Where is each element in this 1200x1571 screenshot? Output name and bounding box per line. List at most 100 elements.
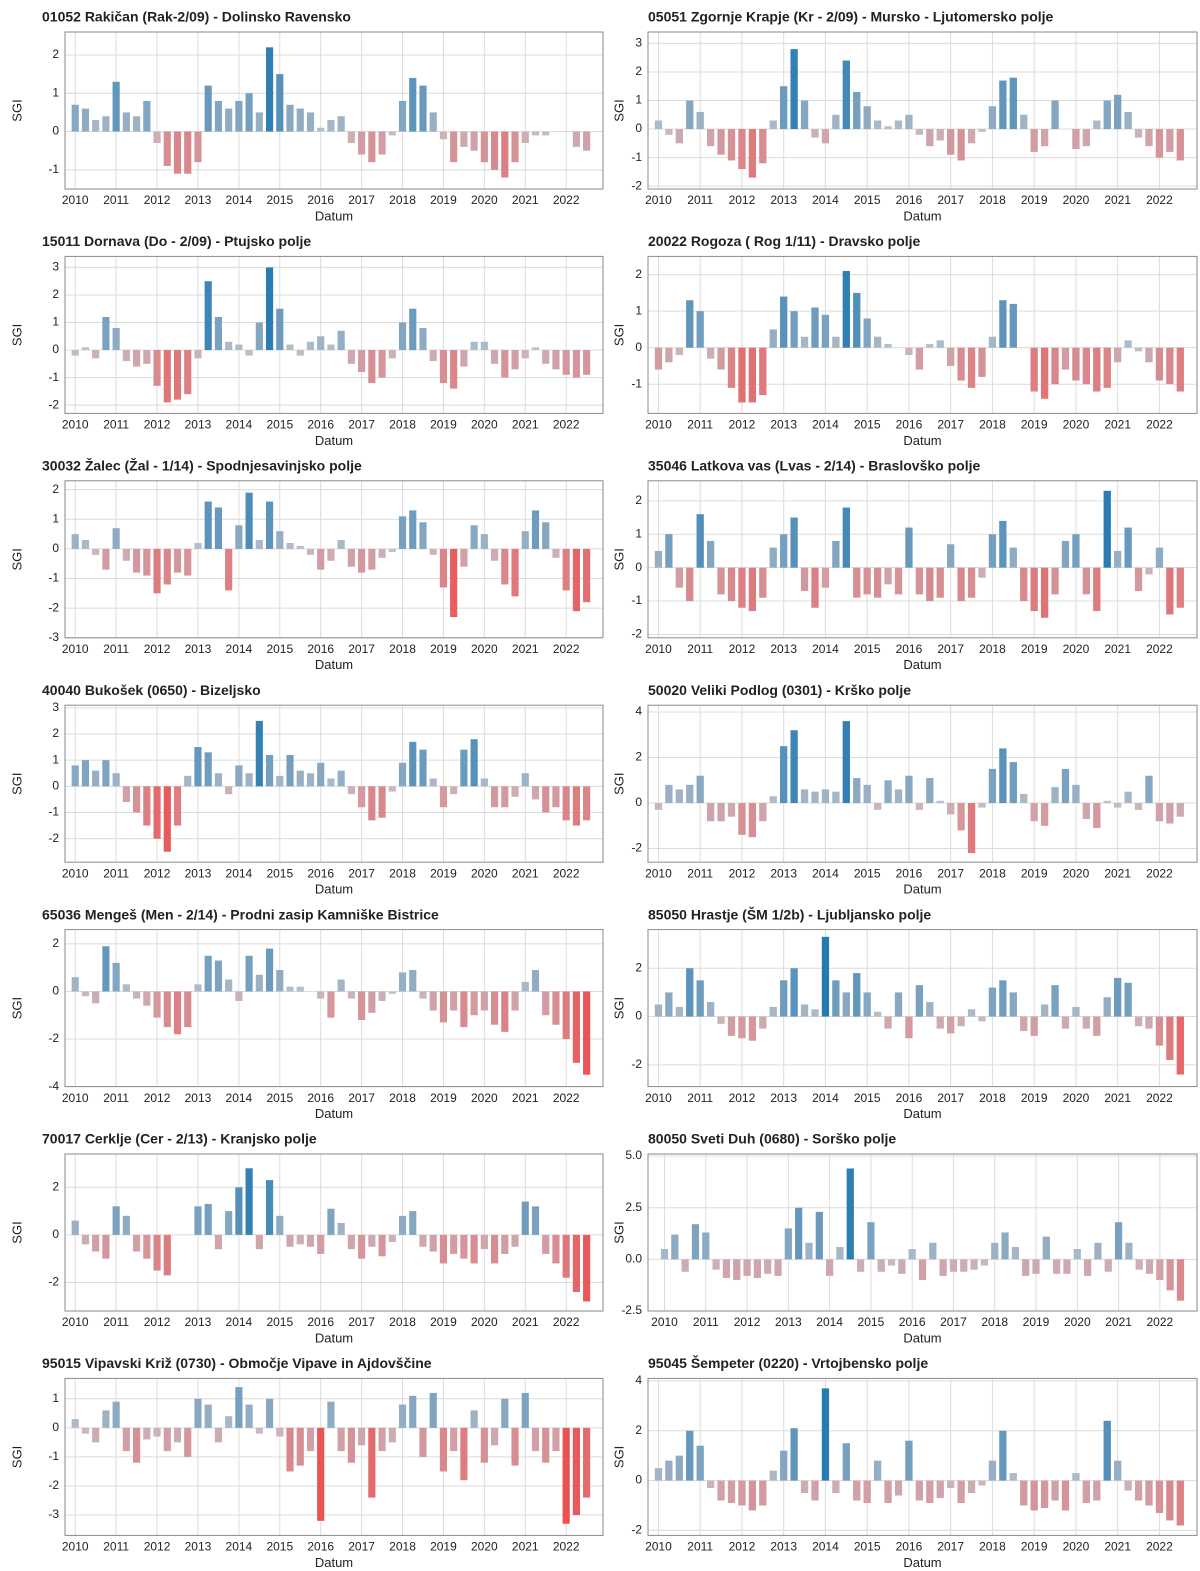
bar (1103, 800, 1111, 804)
bar (296, 770, 304, 787)
x-tick-label: 2010 (62, 1315, 89, 1329)
x-tick-label: 2017 (937, 866, 964, 880)
bar (531, 510, 540, 549)
bar (255, 322, 263, 351)
bar (1134, 129, 1143, 138)
bar (184, 775, 192, 787)
bar (717, 1016, 725, 1024)
x-tick-label: 2018 (979, 418, 1006, 432)
bar (358, 991, 366, 1020)
x-tick-label: 2018 (979, 1540, 1006, 1554)
bar (706, 1480, 715, 1489)
x-tick-label: 2020 (471, 1540, 498, 1554)
y-tick-label: -2 (631, 1523, 642, 1537)
bar (265, 1398, 274, 1428)
bar (853, 292, 861, 348)
bar (853, 973, 861, 1017)
bar (957, 347, 965, 381)
bar (194, 131, 202, 163)
bar (531, 1206, 540, 1235)
x-tick-label: 2012 (729, 193, 756, 207)
bar (296, 1427, 304, 1466)
bar (811, 307, 819, 348)
bar (337, 330, 345, 351)
y-axis-label: SGI (9, 772, 24, 794)
y-tick-label: -2 (48, 397, 59, 411)
y-axis-label: SGI (611, 772, 626, 794)
bar (978, 803, 986, 808)
plot-frame (647, 1377, 1198, 1536)
x-tick-label: 2012 (729, 866, 756, 880)
bar (1176, 567, 1184, 608)
y-tick-label: 1 (52, 315, 59, 329)
chart-title: 80050 Sveti Duh (0680) - Sorško polje (648, 1131, 896, 1147)
x-tick-label: 2017 (937, 1540, 964, 1554)
bar (214, 1427, 223, 1443)
bar (936, 800, 944, 804)
bar (112, 81, 120, 132)
bar (358, 1234, 366, 1259)
x-tick-label: 2010 (62, 418, 89, 432)
x-tick-label: 2019 (430, 866, 457, 880)
x-tick-label: 2014 (226, 642, 253, 656)
y-tick-label: -1 (631, 150, 642, 164)
bar (276, 74, 284, 132)
bar (583, 786, 591, 821)
bar (286, 754, 294, 787)
bar (853, 567, 861, 598)
bar (1145, 1480, 1153, 1506)
x-tick-label: 2022 (1146, 1315, 1173, 1329)
x-tick-label: 2010 (62, 1540, 89, 1554)
bar (936, 567, 944, 598)
bar (832, 1480, 840, 1494)
bar (245, 492, 253, 549)
bar (769, 120, 777, 130)
bar (347, 131, 355, 144)
bar (265, 501, 274, 549)
y-tick-label: 2 (635, 750, 642, 764)
bar (317, 336, 325, 351)
x-tick-label: 2018 (389, 418, 416, 432)
x-tick-label: 2011 (687, 1540, 713, 1554)
bar (748, 347, 757, 403)
x-tick-label: 2015 (266, 1540, 293, 1554)
bar (733, 1259, 741, 1281)
bar (769, 1006, 777, 1017)
y-tick-label: 0 (52, 778, 59, 792)
bar (572, 786, 580, 826)
bar (81, 1427, 90, 1434)
bar (1176, 129, 1184, 161)
bar (470, 525, 478, 549)
bar (491, 1234, 499, 1264)
bar (470, 131, 478, 151)
x-tick-label: 2010 (62, 866, 89, 880)
bar (1082, 1480, 1091, 1504)
bar (531, 970, 540, 992)
bar (419, 749, 427, 787)
bar (894, 992, 903, 1017)
x-tick-label: 2011 (103, 1540, 129, 1554)
x-tick-label: 2014 (226, 866, 253, 880)
bar (675, 1455, 683, 1481)
bar (92, 350, 100, 359)
bar (811, 129, 819, 138)
bar (184, 1427, 192, 1457)
bar (894, 120, 903, 130)
bar (173, 131, 182, 174)
y-tick-label: -4 (48, 1079, 59, 1093)
bar (1030, 129, 1038, 152)
bar (378, 1234, 386, 1257)
x-tick-label: 2018 (389, 866, 416, 880)
bar (894, 789, 903, 804)
bar (552, 1427, 560, 1452)
bar (521, 531, 529, 549)
bar (306, 1427, 315, 1452)
x-tick-label: 2012 (734, 1315, 761, 1329)
bar (957, 567, 965, 602)
x-axis-label: Datum (903, 657, 941, 672)
bar (347, 1427, 355, 1463)
bar (552, 991, 560, 1025)
plot-frame (647, 1153, 1198, 1312)
x-tick-label: 2022 (553, 1315, 580, 1329)
bar (1061, 1016, 1070, 1029)
